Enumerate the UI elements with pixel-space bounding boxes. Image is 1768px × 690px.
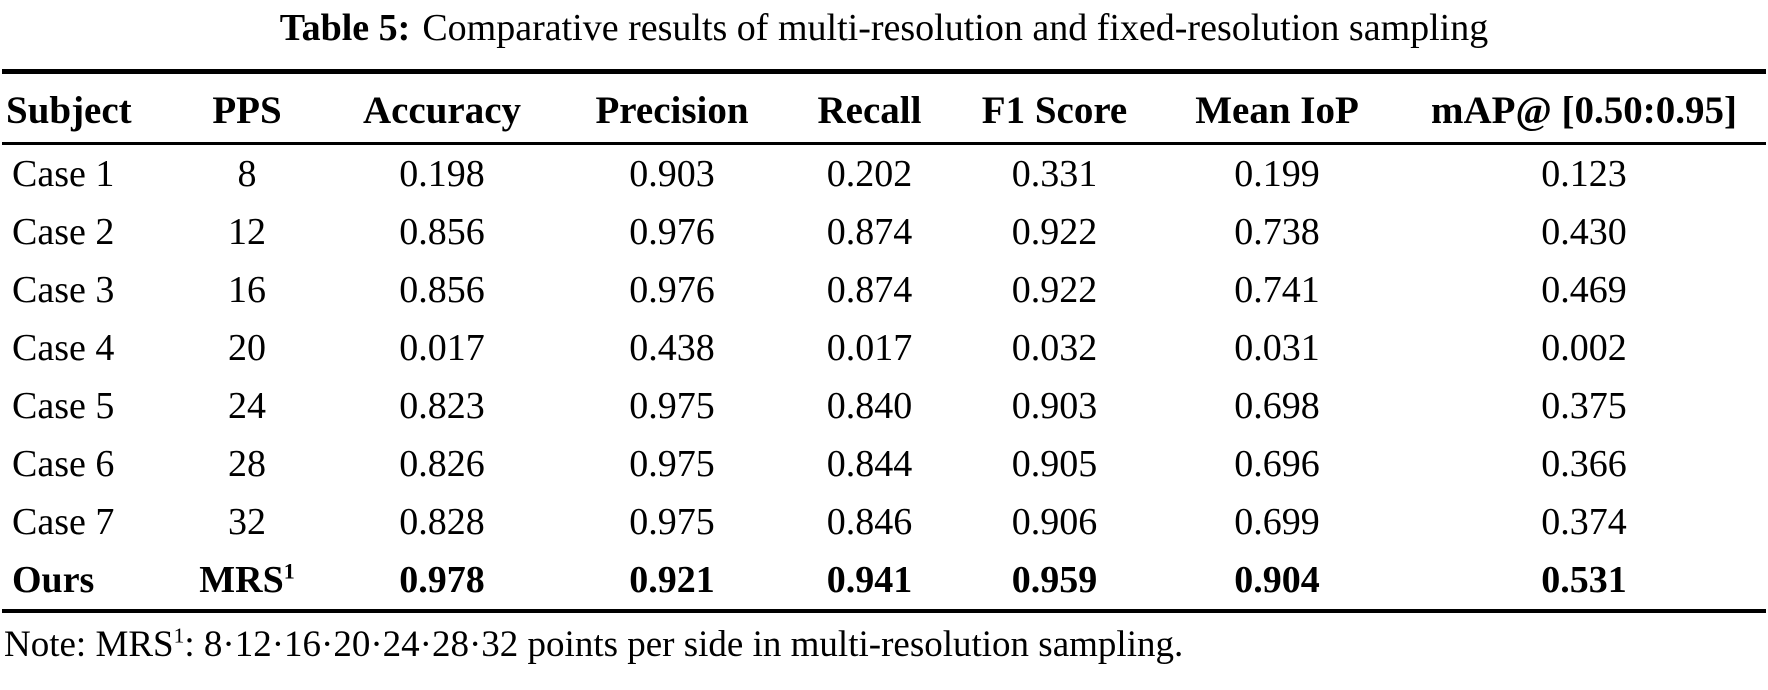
value-cell: 0.469 [1541,269,1627,311]
header-row: Subject PPS Accuracy Precision Recall F1… [2,71,1766,145]
subject-cell: Ours [2,551,172,613]
value-cell: 0.531 [1402,551,1766,613]
value-cell: 0.826 [399,443,485,485]
value-cell: 0.199 [1234,153,1320,195]
table-caption: Table 5: Comparative results of multi-res… [2,4,1766,52]
table-caption-text: Comparative results of multi-resolution … [422,7,1489,49]
table-row: Case 6 28 0.826 0.975 0.844 0.905 0.696 0.366 [2,435,1766,493]
value-cell: 0.202 [826,153,913,195]
table-caption-label: Table 5: [279,7,411,49]
value-cell: 0.874 [826,211,913,253]
value-cell: 0.840 [826,385,913,427]
subject-cell: Case 5 [12,385,115,427]
subject-cell: Case 4 [12,327,115,369]
value-cell: 32 [228,501,266,543]
column-header-recall: Recall [782,71,957,145]
value-cell: 0.941 [782,551,957,613]
value-cell: 0.331 [1011,153,1098,195]
value-cell: 0.905 [1011,443,1098,485]
note-prefix: Note: MRS [4,624,174,665]
value-cell: 0.738 [1234,211,1320,253]
value-cell: 0.017 [826,327,913,369]
subject-cell: Case 2 [12,211,115,253]
column-header-subject: Subject [2,71,172,145]
value-cell: 0.922 [1011,211,1098,253]
subject-cell: Case 7 [12,501,115,543]
value-cell: MRS1 [172,551,322,613]
value-cell: 0.031 [1234,327,1320,369]
column-header-map: mAP@ [0.50:0.95] [1402,71,1766,145]
table-row: Case 3 16 0.856 0.976 0.874 0.922 0.741 0.469 [2,261,1766,319]
note-suffix: : 8·12·16·20·24·28·32 points per side in… [184,624,1184,665]
value-cell: 0.696 [1234,443,1320,485]
value-cell: 0.874 [826,269,913,311]
column-header-f1-score: F1 Score [957,71,1152,145]
value-cell: 0.823 [399,385,485,427]
value-cell: 0.699 [1234,501,1320,543]
table-row: Case 7 32 0.828 0.975 0.846 0.906 0.699 0.374 [2,493,1766,551]
value-cell: 0.828 [399,501,485,543]
value-cell: 0.430 [1541,211,1627,253]
value-cell: 0.741 [1234,269,1320,311]
value-cell: 0.921 [562,551,782,613]
table-row: Case 1 8 0.198 0.903 0.202 0.331 0.199 0.123 [2,144,1766,204]
value-cell: 0.375 [1541,385,1627,427]
value-cell: 12 [228,211,266,253]
value-cell: 0.922 [1011,269,1098,311]
value-cell: 0.903 [1011,385,1098,427]
table-body: Case 1 8 0.198 0.903 0.202 0.331 0.199 0.123 Cas… [2,144,1766,613]
value-cell: 24 [228,385,266,427]
subject-cell: Case 3 [12,269,115,311]
column-header-mean-iop: Mean IoP [1152,71,1402,145]
note-superscript: 1 [173,623,185,648]
value-cell: 20 [228,327,266,369]
value-cell: 0.903 [629,153,715,195]
value-cell: 0.846 [826,501,913,543]
value-cell: 0.032 [1011,327,1098,369]
subject-cell: Case 1 [12,153,115,195]
value-cell: 0.698 [1234,385,1320,427]
results-table: Subject PPS Accuracy Precision Recall F1… [2,69,1766,613]
value-cell: 0.976 [629,211,715,253]
table-row: Case 4 20 0.017 0.438 0.017 0.032 0.031 0.002 [2,319,1766,377]
value-cell: 0.904 [1152,551,1402,613]
value-cell: 28 [228,443,266,485]
value-cell: 0.856 [399,211,485,253]
table-row: Case 2 12 0.856 0.976 0.874 0.922 0.738 0.430 [2,203,1766,261]
value-cell: 0.198 [399,153,485,195]
value-cell: 0.438 [629,327,715,369]
subject-cell: Case 6 [12,443,115,485]
value-cell: 0.844 [826,443,913,485]
column-header-accuracy: Accuracy [322,71,562,145]
table-figure: Table 5: Comparative results of multi-res… [0,4,1768,668]
value-cell: 0.123 [1541,153,1627,195]
table-row: Ours MRS1 0.978 0.921 0.941 0.959 0.904 0.531 [2,551,1766,613]
value-cell: 0.976 [629,269,715,311]
value-cell: 0.856 [399,269,485,311]
column-header-precision: Precision [562,71,782,145]
cell-superscript: 1 [283,558,295,584]
value-cell: 0.017 [399,327,485,369]
value-cell: 0.002 [1541,327,1627,369]
value-cell: 8 [237,153,257,195]
value-cell: 0.366 [1541,443,1627,485]
value-cell: 0.975 [629,443,715,485]
table-row: Case 5 24 0.823 0.975 0.840 0.903 0.698 0.375 [2,377,1766,435]
value-cell: 0.959 [957,551,1152,613]
value-cell: 16 [228,269,266,311]
table-note: Note: MRS1: 8·12·16·20·24·28·32 points p… [2,622,1766,668]
value-cell: 0.975 [629,501,715,543]
value-cell: 0.975 [629,385,715,427]
value-cell: 0.978 [322,551,562,613]
value-cell: 0.374 [1541,501,1627,543]
value-cell: 0.906 [1011,501,1098,543]
column-header-pps: PPS [172,71,322,145]
